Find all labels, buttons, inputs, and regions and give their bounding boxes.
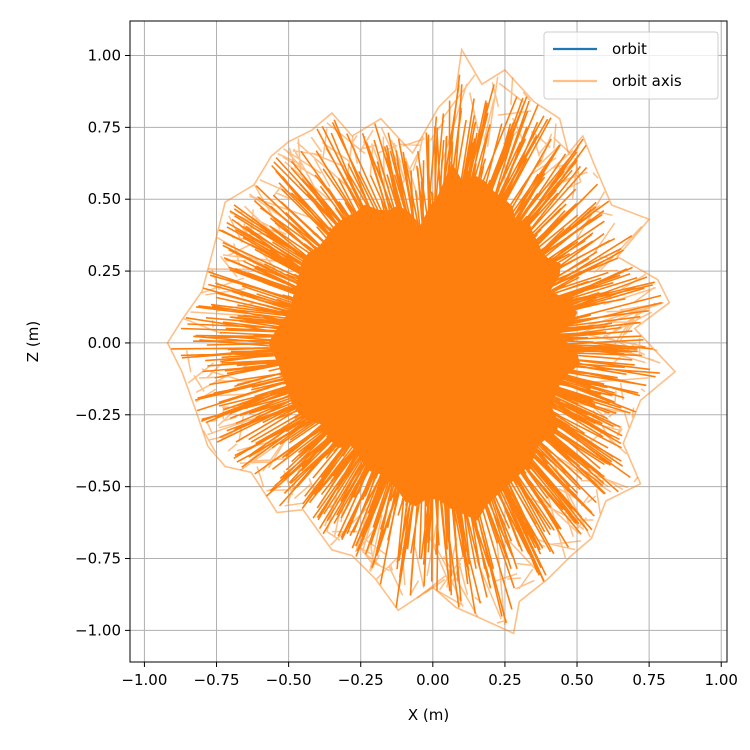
legend: orbit orbit axis [543,31,719,100]
tick-layer: −1.00 −0.75 −0.50 −0.25 0.00 0.25 0.50 0.75 1.00… [75,46,738,689]
y-tick-label: −0.50 [75,478,121,496]
x-tick-label: 0.00 [416,671,449,689]
x-axis-label: X (m) [408,706,449,724]
y-tick-label: −0.75 [75,550,121,568]
orbit-axis-spikes [171,74,662,624]
x-tick-label: 0.25 [488,671,521,689]
legend-label-orbit: orbit [612,40,647,58]
y-axis-label: Z (m) [24,321,42,362]
y-tick-label: 0.25 [88,262,121,280]
x-tick-label: −0.75 [194,671,240,689]
orbit-axis-outline [166,47,677,635]
x-tick-label: −1.00 [121,671,167,689]
y-tick-label: 0.75 [88,118,121,136]
legend-label-orbit-axis: orbit axis [612,72,682,90]
x-tick-label: 0.50 [560,671,593,689]
orbit-axis-translucent-edges [183,74,664,625]
x-tick-label: 0.75 [632,671,665,689]
x-tick-label: −0.50 [266,671,312,689]
y-tick-label: 0.00 [88,334,121,352]
y-tick-label: −1.00 [75,621,121,639]
x-tick-label: −0.25 [338,671,384,689]
y-tick-label: 0.50 [88,190,121,208]
x-tick-label: 1.00 [705,671,738,689]
axes-frame [129,20,728,663]
y-tick-label: −0.25 [75,406,121,424]
data-layer [166,47,677,635]
y-tick-label: 1.00 [88,46,121,64]
